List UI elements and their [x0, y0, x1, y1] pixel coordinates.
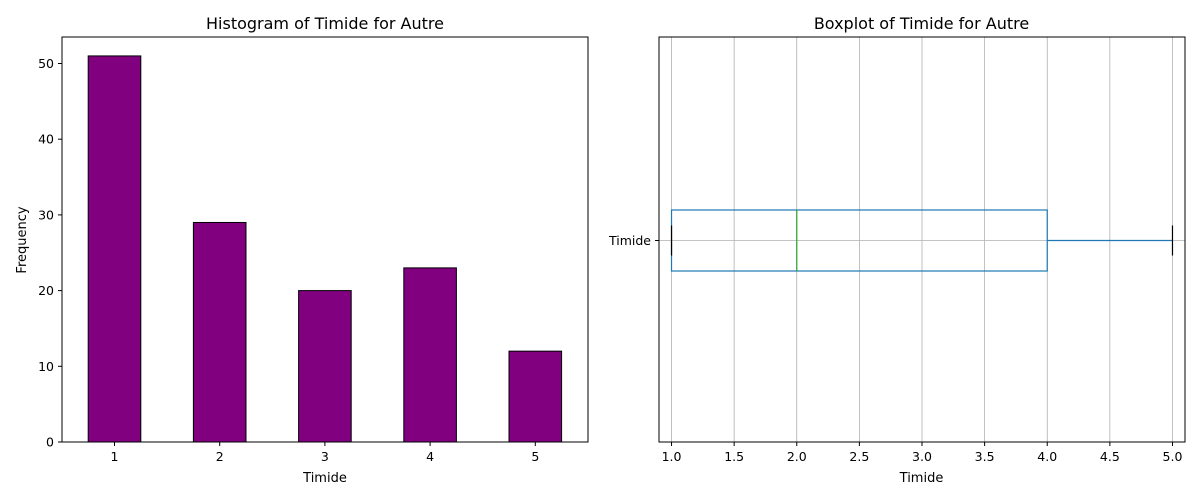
- histogram-y-ticks: 0 10 20 30 40 50: [38, 56, 62, 450]
- boxplot-y-tick: Timide: [608, 233, 659, 248]
- boxplot-panel: Boxplot of Timide for Autre 1.0 1.5 2.0 2.5…: [608, 14, 1186, 486]
- boxplot-x-tick-label: 2.0: [787, 449, 807, 464]
- boxplot-x-tick-label: 5.0: [1163, 449, 1183, 464]
- histogram-panel: Histogram of Timide for Autre 1 2 3 4 5 0 10 2…: [15, 14, 589, 486]
- boxplot-marks: [670, 209, 1174, 272]
- boxplot-title: Boxplot of Timide for Autre: [814, 14, 1029, 33]
- histogram-x-tick-label: 1: [111, 449, 119, 464]
- histogram-y-tick-label: 50: [38, 56, 54, 71]
- histogram-bar: [508, 350, 563, 443]
- boxplot-x-tick-label: 4.5: [1100, 449, 1120, 464]
- boxplot-x-tick-label: 4.0: [1037, 449, 1057, 464]
- histogram-bar: [403, 267, 457, 443]
- histogram-x-tick-label: 3: [321, 449, 329, 464]
- histogram-y-tick-label: 0: [46, 435, 54, 450]
- histogram-bar: [87, 55, 142, 443]
- histogram-x-tick-label: 2: [216, 449, 224, 464]
- boxplot-y-tick-label: Timide: [608, 233, 651, 248]
- histogram-x-ticks: 1 2 3 4 5: [111, 442, 539, 464]
- boxplot-x-tick-label: 1.0: [662, 449, 682, 464]
- histogram-y-tick-label: 20: [38, 283, 54, 298]
- boxplot-x-tick-label: 1.5: [724, 449, 744, 464]
- boxplot-x-label: Timide: [899, 471, 944, 486]
- boxplot-x-ticks: 1.0 1.5 2.0 2.5 3.0 3.5 4.0 4.5 5.0: [662, 442, 1183, 464]
- histogram-bar: [298, 290, 352, 443]
- histogram-title: Histogram of Timide for Autre: [206, 14, 444, 33]
- boxplot-grid: [659, 37, 1185, 442]
- boxplot-x-tick-label: 3.5: [975, 449, 995, 464]
- histogram-y-tick-label: 10: [38, 359, 54, 374]
- boxplot-x-tick-label: 3.0: [912, 449, 932, 464]
- histogram-axes-frame: [61, 36, 589, 443]
- histogram-x-tick-label: 5: [531, 449, 539, 464]
- histogram-bar: [192, 221, 247, 443]
- histogram-x-tick-label: 4: [426, 449, 434, 464]
- histogram-y-label: Frequency: [15, 206, 30, 273]
- histogram-bars: [87, 55, 563, 443]
- histogram-y-tick-label: 30: [38, 207, 54, 222]
- histogram-y-tick-label: 40: [38, 132, 54, 147]
- boxplot-x-tick-label: 2.5: [849, 449, 869, 464]
- histogram-x-label: Timide: [302, 471, 347, 486]
- boxplot-axes-frame: [658, 36, 1186, 443]
